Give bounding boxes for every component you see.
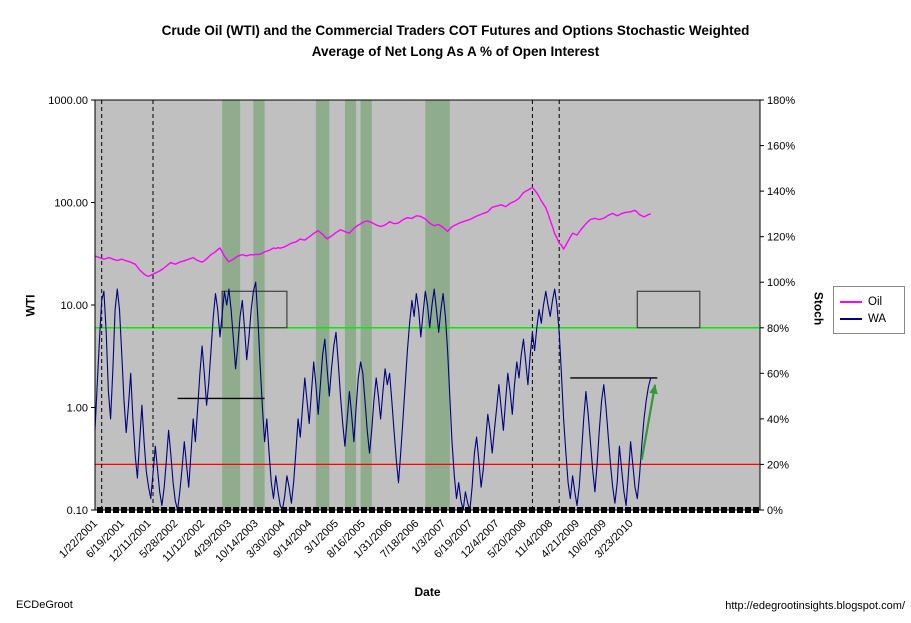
chart-title: Crude Oil (WTI) and the Commercial Trade… <box>0 20 911 62</box>
left-axis-tick-label: 1000.00 <box>48 95 88 107</box>
legend-item-wa: WA <box>840 310 898 327</box>
trend-arrow-shaft <box>640 384 657 461</box>
left-axis-tick-label: 1.00 <box>67 403 88 415</box>
wa-series-line <box>94 281 652 511</box>
oil-line-sample-icon <box>840 300 862 303</box>
chart-title-line1: Crude Oil (WTI) and the Commercial Trade… <box>161 23 750 38</box>
right-axis-tick-label: 60% <box>767 368 789 380</box>
right-axis-tick-label: 80% <box>767 323 789 335</box>
chart-title-line2: Average of Net Long As A % of Open Inter… <box>311 44 600 59</box>
x-axis-title: Date <box>414 585 441 599</box>
right-axis-tick-label: 140% <box>767 186 795 198</box>
annotation-box <box>636 290 701 329</box>
right-axis-tick-label: 0% <box>767 505 783 517</box>
right-axis-tick-label: 20% <box>767 459 789 471</box>
legend-label-oil: Oil <box>868 295 883 308</box>
left-axis-title: WTI <box>23 294 38 317</box>
right-axis-title: Stoch <box>811 291 826 326</box>
right-axis-tick-label: 40% <box>767 414 789 426</box>
highlight-band <box>315 100 330 510</box>
legend-item-oil: Oil <box>840 293 898 310</box>
highlight-band <box>253 100 265 510</box>
author-credit: ECDeGroot <box>16 599 73 611</box>
wa-line-sample-icon <box>840 317 862 320</box>
right-axis-tick-label: 180% <box>767 95 795 107</box>
left-axis-tick-label: 0.10 <box>67 505 88 517</box>
source-url[interactable]: http://edegrootinsights.blogspot.com/ <box>725 600 905 612</box>
legend: Oil WA <box>833 286 905 334</box>
highlight-band <box>344 100 357 510</box>
left-axis-tick-label: 10.00 <box>60 300 88 312</box>
right-axis-tick-label: 120% <box>767 232 795 244</box>
left-axis-tick-label: 100.00 <box>54 198 88 210</box>
oil-series-line <box>94 186 651 278</box>
trend-arrow-head-icon <box>649 384 658 395</box>
highlight-band <box>425 100 450 510</box>
right-axis-tick-label: 100% <box>767 277 795 289</box>
right-axis-tick-label: 160% <box>767 141 795 153</box>
legend-label-wa: WA <box>868 312 887 325</box>
highlight-band <box>360 100 372 510</box>
